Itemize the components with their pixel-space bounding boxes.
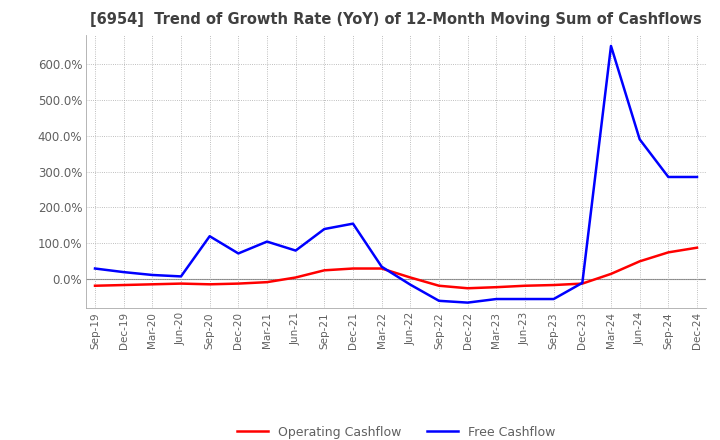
Legend: Operating Cashflow, Free Cashflow: Operating Cashflow, Free Cashflow [232, 421, 560, 440]
Free Cashflow [492, 297, 500, 302]
Operating Cashflow [578, 281, 587, 286]
Free Cashflow [91, 266, 99, 271]
Free Cashflow [607, 43, 616, 48]
Free Cashflow [205, 234, 214, 239]
Free Cashflow [578, 280, 587, 286]
Line: Free Cashflow: Free Cashflow [95, 46, 697, 303]
Free Cashflow [263, 239, 271, 244]
Operating Cashflow [377, 266, 386, 271]
Operating Cashflow [205, 282, 214, 287]
Free Cashflow [435, 298, 444, 304]
Free Cashflow [464, 300, 472, 305]
Operating Cashflow [292, 275, 300, 280]
Free Cashflow [521, 297, 529, 302]
Free Cashflow [377, 264, 386, 269]
Operating Cashflow [234, 281, 243, 286]
Free Cashflow [549, 297, 558, 302]
Line: Operating Cashflow: Operating Cashflow [95, 248, 697, 288]
Operating Cashflow [492, 285, 500, 290]
Operating Cashflow [91, 283, 99, 288]
Free Cashflow [635, 137, 644, 142]
Operating Cashflow [664, 250, 672, 255]
Free Cashflow [234, 251, 243, 256]
Operating Cashflow [607, 271, 616, 276]
Free Cashflow [292, 248, 300, 253]
Operating Cashflow [348, 266, 357, 271]
Free Cashflow [148, 272, 157, 278]
Operating Cashflow [435, 283, 444, 288]
Operating Cashflow [693, 245, 701, 250]
Free Cashflow [693, 174, 701, 180]
Operating Cashflow [635, 259, 644, 264]
Operating Cashflow [320, 268, 328, 273]
Operating Cashflow [521, 283, 529, 288]
Free Cashflow [406, 282, 415, 287]
Free Cashflow [320, 227, 328, 232]
Operating Cashflow [148, 282, 157, 287]
Free Cashflow [120, 269, 128, 275]
Operating Cashflow [406, 275, 415, 280]
Free Cashflow [348, 221, 357, 226]
Operating Cashflow [549, 282, 558, 288]
Free Cashflow [664, 174, 672, 180]
Operating Cashflow [176, 281, 185, 286]
Operating Cashflow [464, 286, 472, 291]
Title: [6954]  Trend of Growth Rate (YoY) of 12-Month Moving Sum of Cashflows: [6954] Trend of Growth Rate (YoY) of 12-… [90, 12, 702, 27]
Free Cashflow [176, 274, 185, 279]
Operating Cashflow [263, 279, 271, 285]
Operating Cashflow [120, 282, 128, 288]
